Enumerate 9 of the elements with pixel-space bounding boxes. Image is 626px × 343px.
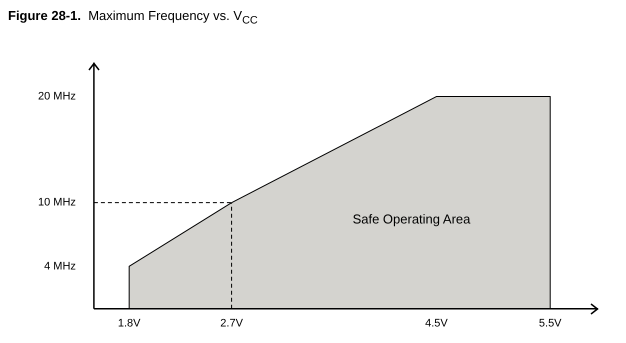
y-tick-label: 10 MHz: [38, 196, 76, 209]
x-tick-label: 2.7V: [220, 317, 244, 330]
x-tick-label: 5.5V: [538, 317, 562, 330]
chart-title: Figure 28-1. Maximum Frequency vs. V$_{CC}$: [8, 8, 258, 27]
x-tick-label: 1.8V: [118, 317, 142, 330]
annotation: Safe Operating Area: [352, 212, 472, 227]
y-tick-label: 4 MHz: [44, 260, 76, 272]
y-tick-label: 20 MHz: [38, 90, 76, 103]
x-tick-label: 4.5V: [425, 317, 448, 330]
